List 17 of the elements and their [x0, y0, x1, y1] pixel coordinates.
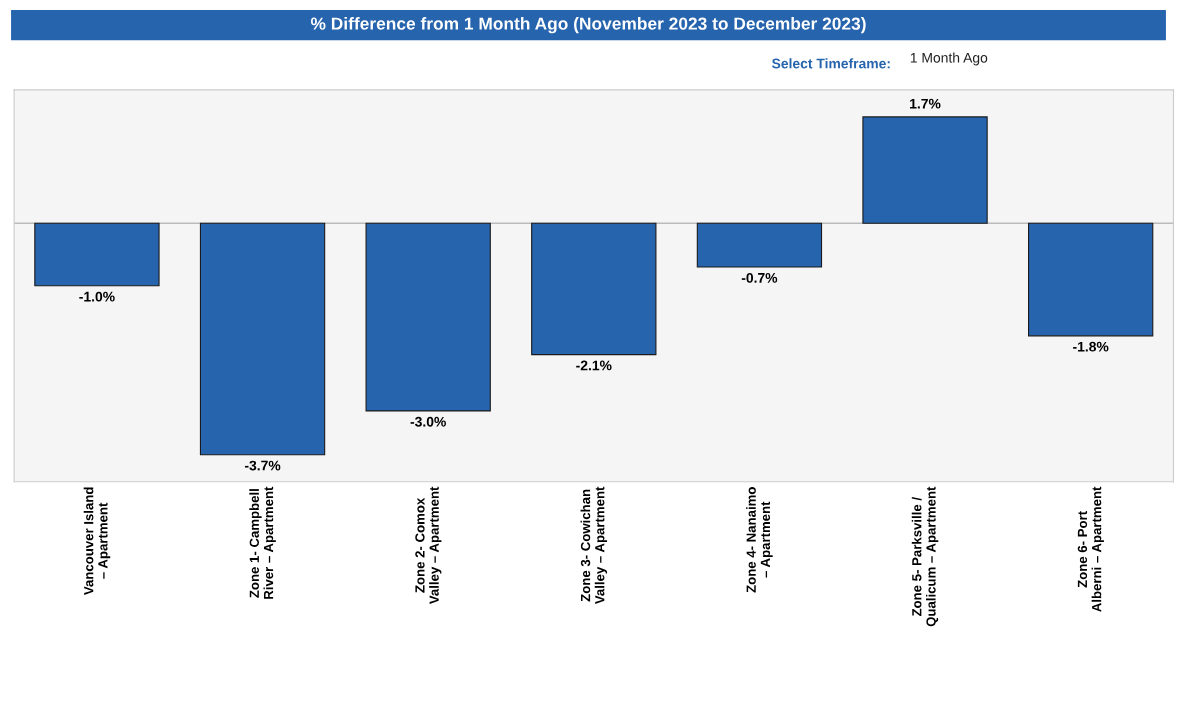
- x-tick-label: Zone 6- Port Alberni – Apartment: [1077, 486, 1104, 612]
- data-label: -3.7%: [244, 460, 281, 471]
- x-tick-label: Vancouver Island – Apartment: [83, 487, 111, 596]
- x-tick-label: Zone 5- Parksville / Qualicum – Apartment: [911, 486, 939, 627]
- x-tick-label: Zone 3- Cowichan Valley – Apartment: [580, 486, 608, 605]
- data-label: 1.7%: [910, 98, 941, 109]
- data-label: -3.0%: [410, 416, 446, 427]
- x-tick-label: Zone 2- Comox Valley – Apartment: [415, 486, 442, 605]
- chart-title: % Difference from 1 Month Ago (November 2023 to December 2023): [310, 17, 866, 34]
- text: Select Timeframe:: [771, 58, 890, 69]
- data-label: -1.8%: [1073, 341, 1109, 352]
- text: 1 Month Ago: [910, 52, 988, 66]
- x-tick-label: Zone 4- Nanaimo – Apartment: [746, 487, 773, 593]
- x-tick-label: Zone 1- Campbell River – Apartment: [249, 486, 276, 599]
- data-label: -1.0%: [79, 291, 115, 302]
- data-label: -0.7%: [741, 272, 778, 283]
- data-label: -2.1%: [576, 360, 612, 371]
